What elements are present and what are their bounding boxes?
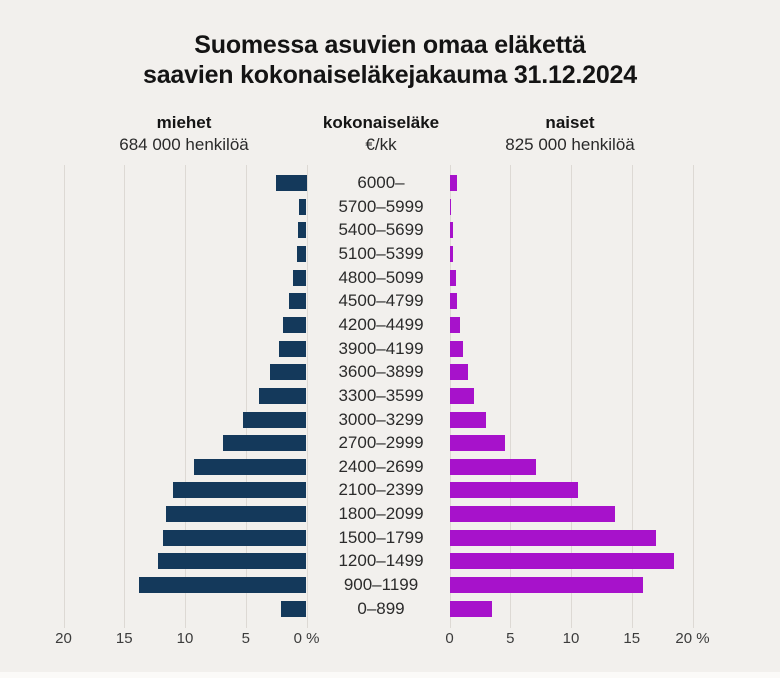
bar-men-4500–4799	[289, 293, 307, 310]
bar-men-5400–5699	[297, 222, 307, 239]
gridline-right-20	[692, 165, 694, 628]
category-label: 1200–1499	[338, 551, 424, 571]
bottom-edge-strip	[0, 672, 780, 678]
category-label: 3300–3599	[338, 385, 424, 405]
gridline-left-10	[185, 165, 186, 628]
bar-women-2100–2399	[449, 482, 579, 499]
bar-men-900–1199	[138, 577, 307, 594]
men-total-count: 684 000 henkilöä	[119, 135, 249, 154]
chart-title-line2: saavien kokonaiseläkejakauma 31.12.2024	[143, 61, 637, 89]
bar-men-2700–2999	[222, 435, 307, 452]
bar-women-5400–5699	[449, 222, 453, 239]
bar-women-3000–3299	[449, 411, 486, 428]
category-label: 1800–2099	[338, 504, 424, 524]
bar-men-4200–4499	[283, 316, 307, 333]
column-header-women: naiset 825 000 henkilöä	[505, 112, 635, 156]
axis-tick-label-right: 5	[506, 630, 515, 647]
bar-men-5100–5399	[296, 245, 307, 262]
category-label: 900–1199	[343, 575, 419, 595]
axis-tick-label-left: 15	[115, 630, 133, 647]
bar-men-4800–5099	[293, 269, 307, 286]
bar-men-3900–4199	[278, 340, 307, 357]
bar-men-3300–3599	[259, 387, 307, 404]
category-label: 5700–5999	[338, 196, 424, 216]
axis-tick-label-right: 15	[623, 630, 641, 647]
women-label: naiset	[545, 113, 595, 132]
bar-men-1800–2099	[165, 506, 307, 523]
category-label: 5100–5399	[338, 243, 424, 263]
axis-tick-label-right: 20 %	[675, 630, 710, 647]
category-label: 2400–2699	[338, 456, 424, 476]
bar-women-2700–2999	[449, 435, 506, 452]
category-label: 2100–2399	[338, 480, 424, 500]
bar-women-3900–4199	[449, 340, 463, 357]
chart-title-line1: Suomessa asuvien omaa eläkettä	[194, 31, 586, 59]
bar-men-3600–3899	[270, 364, 307, 381]
pension-axis-unit: €/kk	[365, 135, 397, 154]
bar-women-2400–2699	[449, 458, 536, 475]
women-total-count: 825 000 henkilöä	[505, 135, 635, 154]
gridline-right-5	[510, 165, 512, 628]
bar-women-1800–2099	[449, 506, 615, 523]
category-label: 5400–5699	[338, 220, 424, 240]
bar-men-1200–1499	[158, 553, 307, 570]
bar-women-6000–	[449, 175, 457, 191]
bar-men-2100–2399	[172, 482, 307, 499]
column-header-men: miehet 684 000 henkilöä	[119, 112, 249, 156]
bar-women-900–1199	[449, 577, 643, 594]
category-label: 4500–4799	[338, 291, 424, 311]
bar-women-4500–4799	[449, 293, 457, 310]
axis-tick-label-left: 5	[241, 630, 250, 647]
bar-women-3600–3899	[449, 364, 468, 381]
gridline-right-10	[571, 165, 572, 628]
bar-women-5700–5999	[449, 198, 451, 215]
category-label: 4200–4499	[338, 314, 424, 334]
category-label: 1500–1799	[338, 527, 424, 547]
column-header-pension: kokonaiseläke €/kk	[323, 112, 439, 156]
axis-tick-label-left: 0 %	[293, 630, 320, 647]
category-label: 0–899	[357, 598, 405, 618]
axis-tick-label-left: 20	[55, 630, 72, 647]
bar-men-1500–1799	[163, 529, 307, 546]
bar-men-3000–3299	[243, 411, 307, 428]
category-label: 2700–2999	[338, 433, 424, 453]
category-label: 4800–5099	[338, 267, 424, 287]
bar-men-2400–2699	[193, 458, 307, 475]
category-label: 3900–4199	[338, 338, 424, 358]
gridline-left-15	[124, 165, 126, 628]
bar-women-1500–1799	[449, 529, 657, 546]
bar-women-4200–4499	[449, 316, 460, 333]
men-label: miehet	[156, 113, 212, 132]
bar-women-3300–3599	[449, 387, 474, 404]
gridline-right-15	[631, 165, 633, 628]
bar-women-4800–5099	[449, 269, 456, 286]
category-label: 6000–	[357, 173, 405, 192]
gridline-left-0	[306, 165, 308, 628]
chart-title: Suomessa asuvien omaa eläkettä saavien k…	[0, 30, 780, 90]
bar-women-5100–5399	[449, 245, 454, 262]
axis-tick-label-right: 0	[445, 630, 454, 647]
category-label: 3000–3299	[338, 409, 424, 429]
category-label: 3600–3899	[338, 362, 424, 382]
bar-men-0–899	[280, 600, 307, 617]
bar-men-5700–5999	[299, 198, 307, 215]
pension-axis-title: kokonaiseläke	[322, 113, 440, 132]
gridline-left-20	[63, 165, 65, 628]
bar-women-1200–1499	[449, 553, 675, 570]
bar-women-0–899	[449, 600, 493, 617]
bar-men-6000–	[276, 175, 307, 191]
axis-tick-label-left: 10	[176, 630, 194, 647]
gridline-left-5	[245, 165, 247, 628]
axis-tick-label-right: 10	[562, 630, 580, 647]
